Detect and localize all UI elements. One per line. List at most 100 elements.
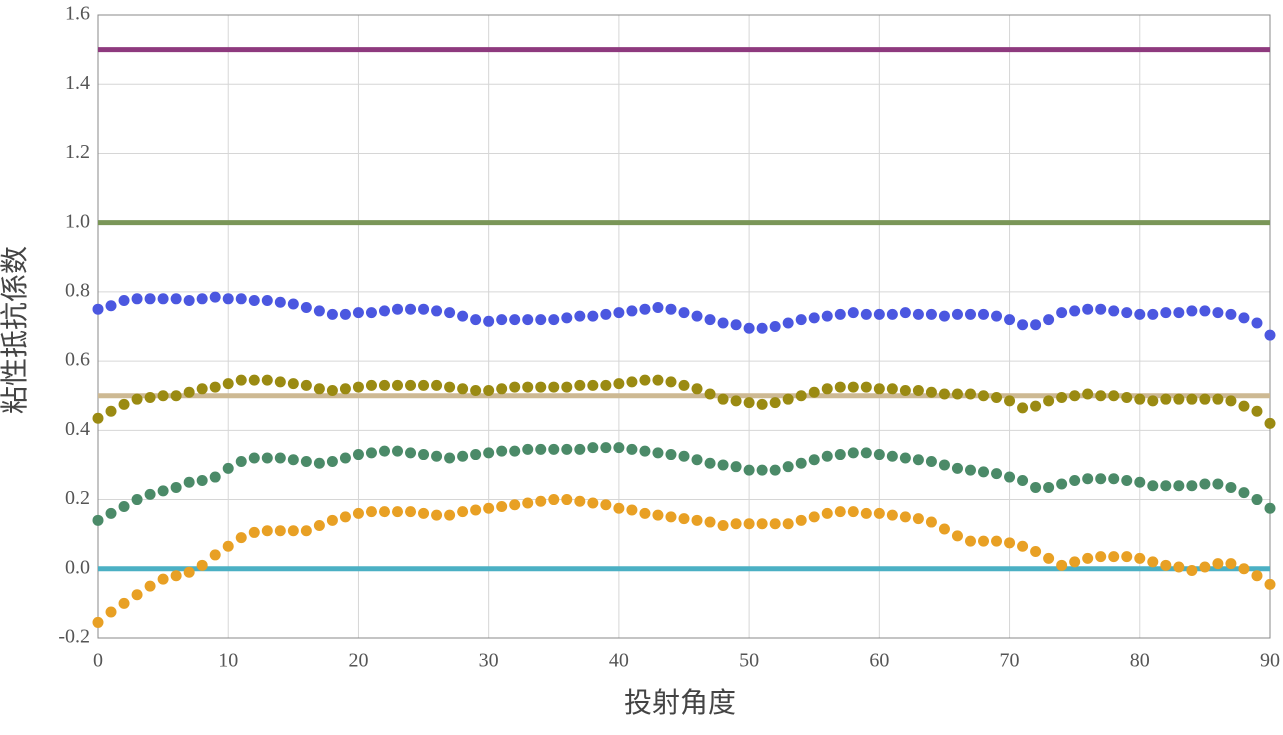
x-axis-title: 投射角度 — [624, 686, 736, 719]
data-point — [313, 305, 325, 317]
data-point — [118, 500, 130, 512]
data-point — [1134, 552, 1146, 564]
data-point — [1225, 308, 1237, 320]
data-point — [1108, 551, 1120, 563]
data-point — [92, 514, 104, 526]
data-point — [170, 570, 182, 582]
data-point — [92, 616, 104, 628]
data-point — [938, 523, 950, 535]
data-point — [300, 379, 312, 391]
data-point — [1264, 502, 1276, 514]
data-point — [483, 315, 495, 327]
data-point — [405, 303, 417, 315]
data-point — [1069, 390, 1081, 402]
data-point — [821, 507, 833, 519]
data-point — [756, 518, 768, 530]
data-point — [313, 383, 325, 395]
data-point — [1212, 478, 1224, 490]
data-point — [964, 388, 976, 400]
data-point — [1056, 559, 1068, 571]
data-point — [1043, 552, 1055, 564]
data-point — [730, 319, 742, 331]
data-point — [1017, 402, 1029, 414]
data-point — [1160, 480, 1172, 492]
data-point — [1251, 317, 1263, 329]
x-tick-label: 70 — [1000, 650, 1020, 672]
data-point — [1173, 480, 1185, 492]
data-point — [1082, 303, 1094, 315]
data-point — [652, 509, 664, 521]
data-point — [1134, 476, 1146, 488]
data-point — [613, 442, 625, 454]
data-point — [470, 314, 482, 326]
data-point — [144, 391, 156, 403]
data-point — [105, 507, 117, 519]
data-point — [118, 597, 130, 609]
data-point — [821, 450, 833, 462]
data-point — [196, 383, 208, 395]
data-point — [991, 535, 1003, 547]
data-point — [1173, 561, 1185, 573]
data-point — [496, 500, 508, 512]
data-point — [600, 379, 612, 391]
data-point — [235, 293, 247, 305]
data-point — [431, 509, 443, 521]
data-point — [1004, 395, 1016, 407]
data-point — [1108, 305, 1120, 317]
data-point — [1212, 307, 1224, 319]
data-point — [639, 374, 651, 386]
data-point — [1199, 393, 1211, 405]
data-point — [1069, 475, 1081, 487]
data-point — [873, 449, 885, 461]
data-point — [209, 291, 221, 303]
data-point — [665, 449, 677, 461]
data-point — [352, 307, 364, 319]
data-point — [1121, 475, 1133, 487]
data-point — [1147, 556, 1159, 568]
data-point — [261, 295, 273, 307]
data-point — [509, 445, 521, 457]
data-point — [105, 300, 117, 312]
data-point — [561, 443, 573, 455]
x-tick-label: 90 — [1260, 650, 1280, 672]
data-point — [405, 506, 417, 518]
data-point — [1056, 391, 1068, 403]
data-point — [1147, 480, 1159, 492]
data-point — [248, 295, 260, 307]
data-point — [352, 449, 364, 461]
data-point — [131, 393, 143, 405]
data-point — [131, 589, 143, 601]
data-point — [1264, 417, 1276, 429]
data-point — [561, 381, 573, 393]
data-point — [1004, 537, 1016, 549]
data-point — [1108, 473, 1120, 485]
data-point — [795, 390, 807, 402]
data-point — [574, 495, 586, 507]
data-point — [860, 507, 872, 519]
data-point — [1030, 319, 1042, 331]
data-point — [795, 314, 807, 326]
data-point — [769, 518, 781, 530]
data-point — [365, 506, 377, 518]
data-point — [1238, 312, 1250, 324]
data-point — [144, 580, 156, 592]
data-point — [1121, 307, 1133, 319]
data-point — [717, 459, 729, 471]
data-point — [587, 442, 599, 454]
data-point — [444, 509, 456, 521]
data-point — [222, 462, 234, 474]
data-point — [1121, 551, 1133, 563]
data-point — [1199, 478, 1211, 490]
data-point — [886, 509, 898, 521]
data-point — [756, 398, 768, 410]
x-tick-label: 60 — [869, 650, 889, 672]
data-point — [951, 308, 963, 320]
data-point — [431, 305, 443, 317]
data-point — [925, 455, 937, 467]
data-point — [743, 518, 755, 530]
data-point — [431, 450, 443, 462]
data-point — [444, 381, 456, 393]
data-point — [339, 383, 351, 395]
data-point — [183, 476, 195, 488]
data-point — [626, 376, 638, 388]
